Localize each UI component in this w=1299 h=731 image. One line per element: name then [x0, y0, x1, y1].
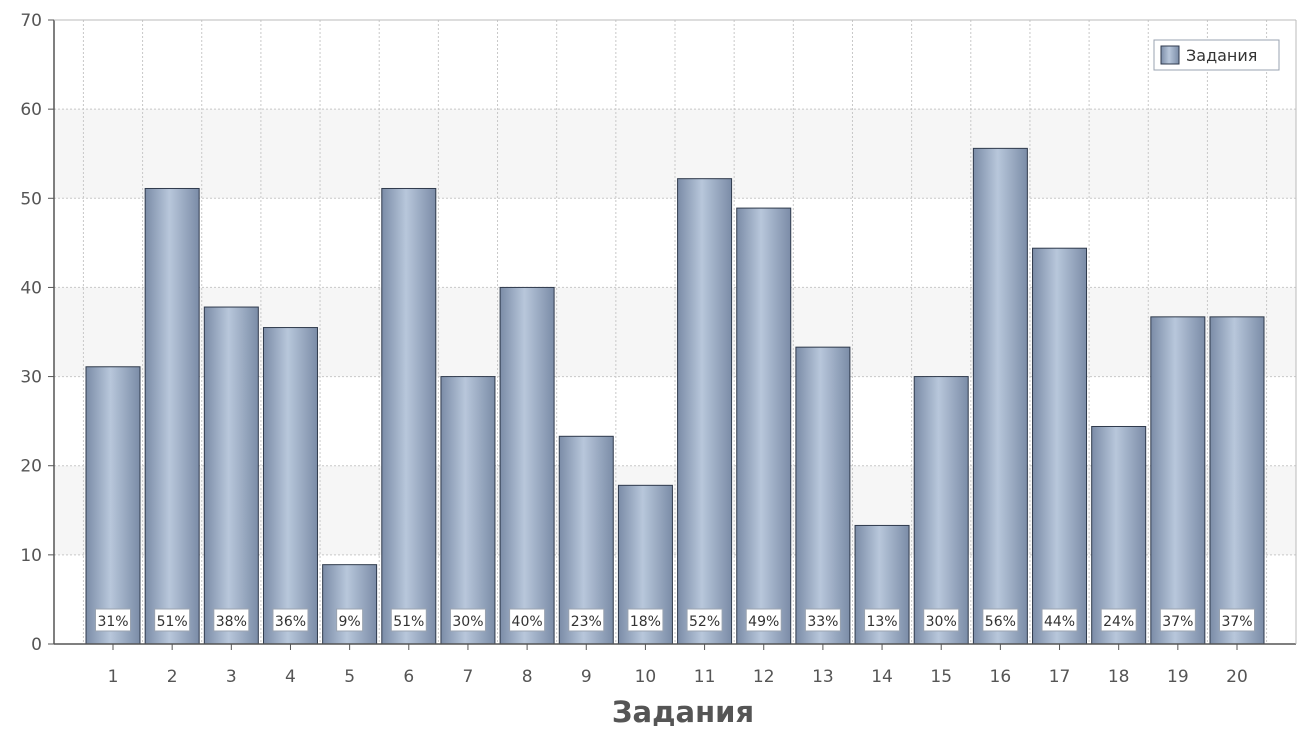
bar-data-label: 23%: [571, 614, 602, 630]
x-axis-title: Задания: [612, 695, 754, 729]
bar-label-box: [272, 608, 309, 632]
bar: [1032, 247, 1088, 645]
x-tick-label: 12: [753, 667, 775, 687]
bars: [85, 147, 1265, 645]
bar-data-label: 52%: [689, 614, 720, 630]
x-tick-label: 8: [522, 667, 533, 687]
bar-data-label: 18%: [630, 614, 661, 630]
x-tick-label: 3: [226, 667, 237, 687]
bar: [736, 207, 792, 645]
bar-label-box: [213, 608, 250, 632]
bar-data-labels: 31% 51% 38% 36% 9% 51% 30% 40% 23% 18% 52% 49% 33% 13…: [95, 608, 1255, 632]
bar: [144, 187, 200, 645]
legend-swatch: [1160, 45, 1180, 65]
bar-label-box: [449, 608, 486, 632]
bar-label-box: [1219, 608, 1255, 632]
bar: [203, 306, 259, 645]
bar-data-label: 13%: [866, 614, 897, 630]
x-tick-label: 10: [635, 667, 657, 687]
bar-label-box: [509, 608, 546, 632]
x-tick-label: 1: [108, 667, 119, 687]
y-tick-label: 30: [20, 368, 42, 388]
x-tick-label: 13: [812, 667, 834, 687]
bar-label-box: [804, 608, 841, 632]
bar-data-label: 24%: [1103, 614, 1134, 630]
bar-data-label: 36%: [275, 614, 306, 630]
plot-band: [54, 198, 1296, 288]
bar-data-label: 44%: [1044, 614, 1075, 630]
bar: [381, 187, 437, 645]
x-tick-label: 18: [1108, 667, 1130, 687]
bar-data-label: 49%: [748, 614, 779, 630]
bar-data-label: 37%: [1162, 614, 1193, 630]
x-tick-label: 9: [581, 667, 592, 687]
y-tick-label: 20: [20, 457, 42, 477]
bar: [322, 564, 378, 645]
bar-data-label: 9%: [339, 614, 361, 630]
bar: [499, 286, 555, 645]
bar: [795, 346, 851, 645]
bar-data-label: 56%: [985, 614, 1016, 630]
bar-label-box: [1100, 608, 1137, 632]
bar: [440, 376, 496, 645]
bar-data-label: 30%: [452, 614, 483, 630]
bar-label-box: [864, 608, 901, 632]
bar-data-label: 38%: [216, 614, 247, 630]
bar-label-box: [923, 608, 960, 632]
bar-label-box: [686, 608, 723, 632]
x-tick-label: 6: [403, 667, 414, 687]
y-tick-label: 10: [20, 546, 42, 566]
x-tick-label: 16: [990, 667, 1012, 687]
y-tick-label: 0: [31, 635, 42, 655]
bar-label-box: [745, 608, 782, 632]
x-tick-label: 5: [344, 667, 355, 687]
legend-label: Задания: [1186, 46, 1257, 65]
x-tick-label: 14: [871, 667, 893, 687]
bar: [913, 376, 969, 645]
x-tick-label: 19: [1167, 667, 1189, 687]
bar: [262, 327, 318, 645]
x-tick-label: 20: [1226, 667, 1248, 687]
bar-data-label: 40%: [512, 614, 543, 630]
x-tick-label: 11: [694, 667, 716, 687]
x-tick-label: 17: [1049, 667, 1071, 687]
x-tick-label: 4: [285, 667, 296, 687]
bar-data-label: 37%: [1221, 614, 1252, 630]
axes: [53, 19, 1297, 645]
legend: Задания: [1153, 39, 1280, 71]
bar-label-box: [1041, 608, 1078, 632]
bar-label-box: [336, 608, 364, 632]
y-tick-label: 40: [20, 278, 42, 298]
bar-label-box: [982, 608, 1019, 632]
bar: [85, 366, 141, 645]
bar-label-box: [390, 608, 427, 632]
bar-data-label: 51%: [393, 614, 424, 630]
gridlines: [54, 19, 1296, 645]
bar-label-box: [627, 608, 664, 632]
y-tick-label: 50: [20, 189, 42, 209]
bar-data-label: 33%: [807, 614, 838, 630]
x-tick-label: 7: [463, 667, 474, 687]
bar-data-label: 51%: [157, 614, 188, 630]
y-tick-label: 60: [20, 100, 42, 120]
bar-label-box: [1159, 608, 1196, 632]
bar: [972, 147, 1028, 645]
bar-label-box: [568, 608, 605, 632]
bar-label-box: [95, 608, 131, 632]
bar-label-box: [154, 608, 191, 632]
x-tick-label: 15: [930, 667, 952, 687]
y-tick-label: 70: [20, 11, 42, 31]
bar-data-label: 31%: [97, 614, 128, 630]
bar: [1150, 316, 1206, 645]
x-tick-label: 2: [167, 667, 178, 687]
bar-data-label: 30%: [926, 614, 957, 630]
bar: [677, 178, 733, 645]
bar: [1209, 316, 1265, 645]
